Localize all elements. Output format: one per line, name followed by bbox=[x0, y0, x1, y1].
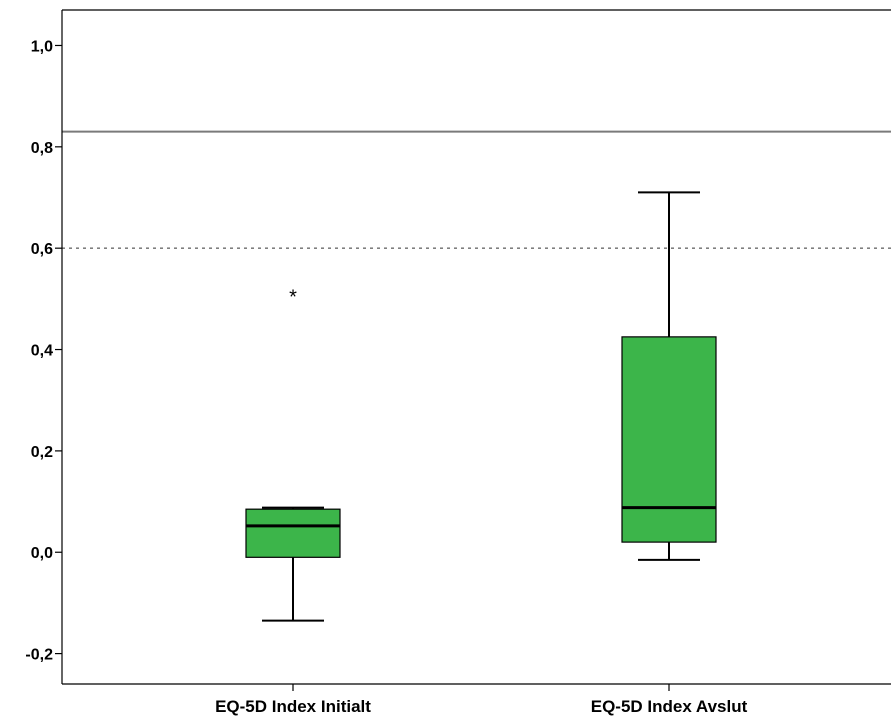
y-tick-label: 0,2 bbox=[31, 444, 53, 461]
x-tick-label: EQ-5D Index Avslut bbox=[591, 697, 748, 716]
box-group bbox=[621, 191, 717, 561]
x-tick-label: EQ-5D Index Initialt bbox=[215, 697, 371, 716]
reference-lines bbox=[62, 130, 891, 249]
y-tick-label: 0,8 bbox=[31, 140, 53, 157]
y-tick-label: 0,6 bbox=[31, 241, 53, 258]
box-group: * bbox=[245, 286, 341, 622]
labels: -0,2 0,0 0,2 0,4 0,6 0,8 1,0 EQ-5D Index Initia… bbox=[25, 38, 747, 716]
y-tick-label: 1,0 bbox=[31, 38, 53, 55]
outlier-marker: * bbox=[289, 286, 297, 308]
y-tick-label: -0,2 bbox=[25, 647, 53, 664]
y-tick-label: 0,0 bbox=[31, 545, 53, 562]
box-iqr bbox=[621, 336, 717, 543]
box-iqr bbox=[245, 508, 341, 558]
boxes: * bbox=[245, 191, 717, 622]
axes bbox=[55, 9, 891, 691]
y-tick-label: 0,4 bbox=[31, 343, 53, 360]
